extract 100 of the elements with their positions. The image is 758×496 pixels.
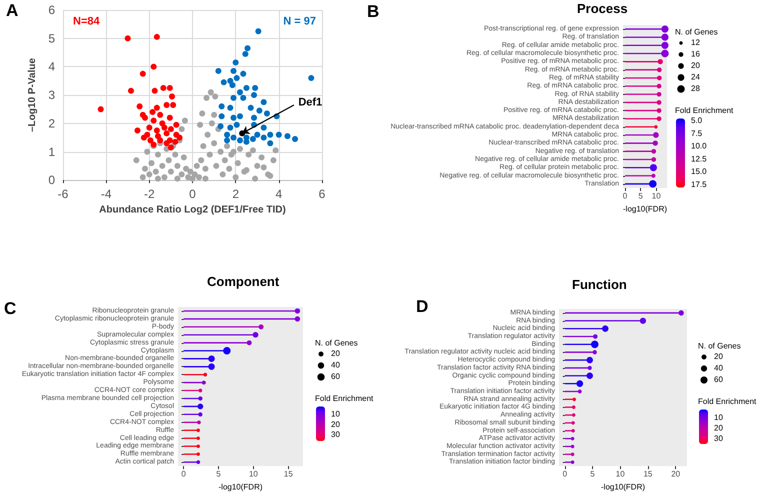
point [588,366,592,370]
legend-label: 60 [331,372,340,381]
legend-title: N. of Genes [675,28,718,36]
point [164,130,170,136]
color-bar-label: 17.5 [691,180,708,189]
point [236,89,243,96]
point [136,103,143,110]
point [246,340,252,346]
point [140,134,147,141]
point [571,429,575,432]
point [152,88,158,94]
legend-label: 20 [714,352,724,361]
color-bar-label: 10 [714,412,724,422]
point [240,70,246,77]
y-tick-label: 1 [48,144,56,159]
point [572,405,576,409]
x-tick-label: -4 [100,187,112,202]
point [651,157,656,162]
point [571,421,575,425]
point [203,372,208,376]
color-bar-label: 20 [714,423,724,432]
color-bar-label: 30 [331,430,340,439]
x-tick-label: 10 [248,470,258,479]
text: D [416,297,428,316]
point [656,84,662,88]
y-axis-title: –Log10 P-Value [26,58,38,132]
point [252,332,258,338]
annotation: Def1 [298,96,322,109]
point [654,125,658,129]
x-tick-label: 0 [181,470,186,479]
point [230,134,237,141]
point [166,114,173,121]
point [159,120,166,126]
point [202,380,206,385]
x-axis-title: Abundance Ratio Log2 (DEF1/Free TID) [99,204,286,216]
x-tick-label: 0 [189,187,196,202]
color-bar-label: 5.0 [691,116,703,126]
x-tick-label: 15 [643,470,653,479]
point [230,68,237,74]
x-tick-label: 20 [671,470,681,479]
point [294,308,300,314]
point [198,396,202,401]
point [651,174,656,178]
point [232,59,239,66]
x-tick-label: 15 [284,470,294,479]
color-bar-label: 20 [331,420,340,429]
point [260,124,267,131]
point [154,104,160,111]
color-bar-title: Fold Enrichment [675,106,734,115]
point [176,134,183,141]
color-bar-title: Fold Enrichment [315,394,374,403]
point [656,116,662,122]
legend-label: 20 [691,61,700,70]
color-bar-label: 10 [331,410,340,419]
point [227,124,234,131]
y-tick-label: 5 [48,31,56,46]
x-tick-label: 10 [616,470,626,479]
legend-title: N. of Genes [698,342,741,350]
point [264,110,270,116]
point [198,404,204,410]
text: B [367,2,380,21]
point [168,144,174,150]
point [258,324,264,330]
point [157,112,164,118]
point [251,92,258,98]
chart-title: Component [206,274,280,289]
legend-label: 60 [714,375,724,384]
x-tick-label: -2 [144,187,155,202]
point [243,84,250,91]
legend-title: N. of Genes [315,338,358,348]
chart-title: Process [577,1,628,16]
legend-label: 20 [331,349,340,358]
point [267,132,274,138]
y-tick-label: 4 [48,60,56,74]
text: N=84 [73,16,100,28]
x-tick-label: 6 [318,187,326,202]
point [260,99,267,106]
point [166,84,173,91]
point [236,137,243,144]
point [154,133,161,140]
point [218,123,224,130]
point [592,350,597,354]
legend-label: 28 [691,84,700,93]
point [572,413,576,417]
color-bar-label: 15.0 [691,167,708,176]
x-tick-label: 5 [638,192,644,200]
x-tick-label: 10 [652,192,662,200]
point [653,132,659,138]
color-bar-title: Fold Enrichment [698,397,758,406]
text: A [6,1,18,20]
point [147,137,154,144]
point [140,70,146,77]
y-tick-label: 6 [48,3,56,17]
point [572,398,576,402]
text: N = 97 [283,16,316,28]
point [254,132,260,138]
point [224,137,230,144]
point [570,460,574,464]
point [593,334,598,339]
point [658,59,663,64]
